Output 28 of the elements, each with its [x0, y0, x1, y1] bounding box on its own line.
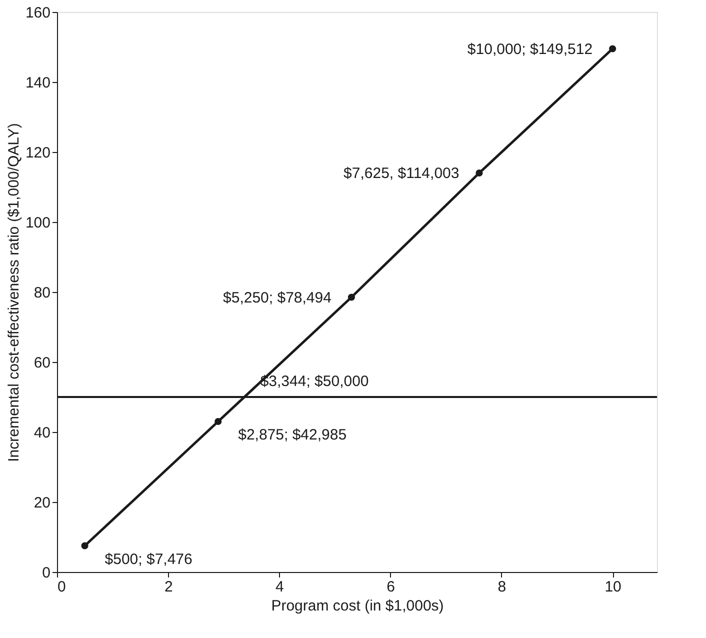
- annotation: $3,344; $50,000: [260, 373, 369, 390]
- x-tick-label: 0: [58, 578, 66, 596]
- annotation: $10,000; $149,512: [467, 40, 593, 58]
- x-tick-label: 2: [164, 578, 173, 596]
- annotation: $500; $7,476: [104, 550, 192, 568]
- x-tick-label: 8: [498, 578, 506, 596]
- y-tick-label: 160: [25, 4, 50, 22]
- annotation: $2,875; $42,985: [238, 426, 347, 444]
- point: [609, 45, 616, 52]
- y-tick-label: 60: [34, 354, 50, 372]
- point: [348, 294, 355, 301]
- y-tick-label: 20: [34, 494, 50, 512]
- y-tick-label: 40: [34, 424, 50, 442]
- y-tick-label: 140: [25, 74, 50, 92]
- point: [81, 542, 88, 550]
- y-axis-title: Incremental cost-effectiveness ratio ($1,000/QALY): [5, 123, 22, 462]
- annotation: $5,250; $78,494: [223, 289, 332, 306]
- y-tick-label: 100: [25, 214, 50, 232]
- annotation: $7,625, $114,003: [344, 165, 460, 182]
- x-tick-label: 6: [386, 578, 396, 596]
- y-tick-label: 120: [25, 144, 50, 162]
- point: [476, 169, 483, 177]
- y-tick-label: 0: [42, 564, 50, 582]
- x-tick-label: 10: [604, 578, 622, 596]
- point: [214, 418, 222, 426]
- y-tick-label: 80: [34, 284, 50, 302]
- x-tick-label: 4: [276, 578, 284, 596]
- x-axis-title: Program cost (in $1,000s): [271, 598, 444, 614]
